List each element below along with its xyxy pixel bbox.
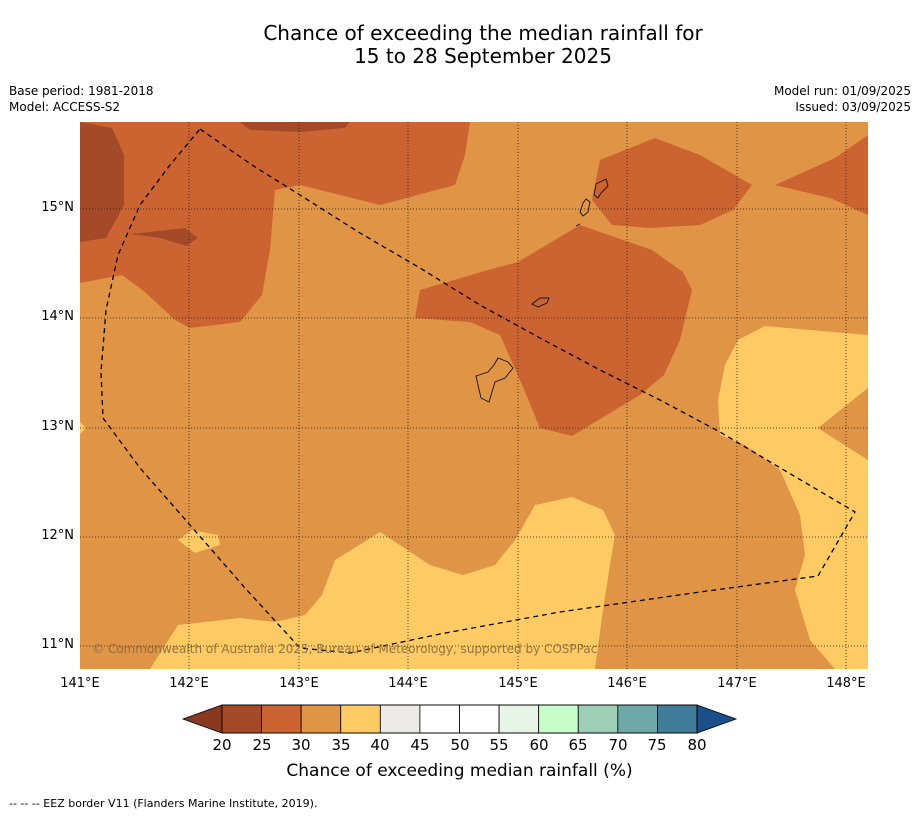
lon-label-145e: 145°E xyxy=(498,676,538,691)
base-period-text: Base period: 1981-2018 xyxy=(9,84,154,98)
lon-label-142e: 142°E xyxy=(169,676,209,691)
eez-legend-footer: -- -- -- EEZ border V11 (Flanders Marine… xyxy=(9,797,318,810)
colorbar-bin-40 xyxy=(379,704,421,734)
colorbar-tick-20: 20 xyxy=(212,736,232,754)
island-guam xyxy=(475,357,514,403)
colorbar-tick-75: 75 xyxy=(647,736,667,754)
colorbar-tick-80: 80 xyxy=(687,736,707,754)
lat-label-15n: 15°N xyxy=(41,200,74,215)
colorbar-low-extend xyxy=(181,704,223,734)
lat-label-13n: 13°N xyxy=(41,419,74,434)
region-25-30-east xyxy=(775,135,868,215)
region-25-30-central xyxy=(415,225,692,436)
colorbar-bin-45 xyxy=(419,704,460,734)
lat-label-12n: 12°N xyxy=(41,528,74,543)
colorbar-tick-50: 50 xyxy=(450,736,470,754)
island-tinian xyxy=(579,198,591,217)
colorbar-tick-55: 55 xyxy=(489,736,509,754)
lon-label-147e: 147°E xyxy=(717,676,757,691)
island-aguijan xyxy=(575,223,581,227)
title-line-2: 15 to 28 September 2025 xyxy=(354,44,612,68)
lat-label-11n: 11°N xyxy=(41,637,74,652)
region-35-40-patch-west xyxy=(178,530,220,553)
region-20-25-northwest xyxy=(80,122,124,242)
colorbar-high-extend xyxy=(696,704,738,734)
map-title: Chance of exceeding the median rainfall … xyxy=(0,22,919,68)
colorbar-tick-30: 30 xyxy=(291,736,311,754)
colorbar-bin-75 xyxy=(657,704,698,734)
region-35-40-south xyxy=(150,497,615,669)
lon-label-144e: 144°E xyxy=(388,676,428,691)
colorbar-bin-30 xyxy=(300,704,342,734)
island-saipan xyxy=(593,178,609,199)
colorbar-tick-65: 65 xyxy=(568,736,588,754)
colorbar xyxy=(181,704,738,734)
lon-label-146e: 146°E xyxy=(607,676,647,691)
colorbar-tick-70: 70 xyxy=(608,736,628,754)
colorbar-tick-45: 45 xyxy=(410,736,430,754)
model-text: Model: ACCESS-S2 xyxy=(9,100,121,114)
graticule xyxy=(80,122,868,669)
colorbar-tick-60: 60 xyxy=(529,736,549,754)
lat-label-14n: 14°N xyxy=(41,309,74,324)
colorbar-bin-50 xyxy=(459,704,500,734)
colorbar-bin-35 xyxy=(340,704,381,734)
colorbar-bins xyxy=(221,704,698,734)
region-20-25-streak xyxy=(130,228,198,246)
region-20-25-top xyxy=(240,122,350,132)
colorbar-bin-55 xyxy=(498,704,540,734)
islands xyxy=(475,178,609,403)
colorbar-bin-65 xyxy=(577,704,619,734)
colorbar-tick-35: 35 xyxy=(331,736,351,754)
meta-left: Base period: 1981-2018 Model: ACCESS-S2 xyxy=(9,83,154,115)
region-25-30-northwest xyxy=(80,122,470,328)
colorbar-bin-25 xyxy=(261,704,302,734)
meta-right: Model run: 01/09/2025 Issued: 03/09/2025 xyxy=(774,83,911,115)
lon-label-148e: 148°E xyxy=(826,676,866,691)
region-25-30-northeast xyxy=(592,138,752,228)
colorbar-bin-60 xyxy=(538,704,579,734)
eez-border xyxy=(100,128,856,654)
colorbar-bin-70 xyxy=(617,704,658,734)
copyright-text: © Commonwealth of Australia 2025, Bureau… xyxy=(92,642,597,656)
issued-text: Issued: 03/09/2025 xyxy=(795,100,911,114)
colorbar-bin-20 xyxy=(221,704,262,734)
colorbar-title: Chance of exceeding median rainfall (%) xyxy=(286,761,633,781)
colorbar-tick-40: 40 xyxy=(370,736,390,754)
colorbar-outline xyxy=(221,704,698,734)
model-run-text: Model run: 01/09/2025 xyxy=(773,84,911,98)
region-35-40-east xyxy=(718,326,868,669)
lon-label-143e: 143°E xyxy=(279,676,319,691)
map-panel: © Commonwealth of Australia 2025, Bureau… xyxy=(80,122,868,669)
title-line-1: Chance of exceeding the median rainfall … xyxy=(263,21,703,45)
lon-label-141e: 141°E xyxy=(60,676,100,691)
island-rota xyxy=(531,297,550,308)
colorbar-tick-25: 25 xyxy=(252,736,272,754)
